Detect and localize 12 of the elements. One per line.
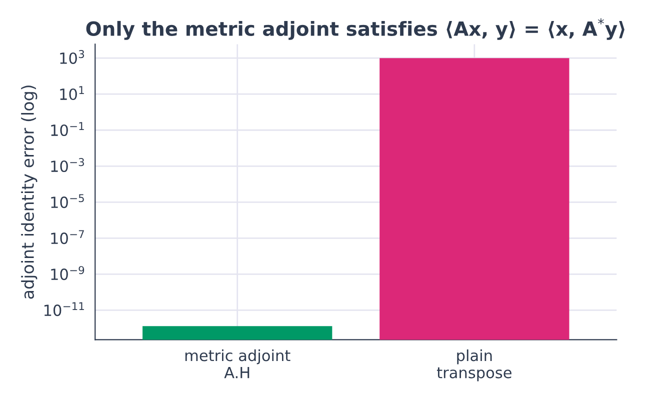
chart-title: Only the metric adjoint satisfies ⟨Ax, y⟩ = ⟨x, A$^{*}$y⟩	[86, 18, 624, 40]
y-tick-label: 10$^{−11}$	[44, 302, 84, 316]
y-tick-label: 10$^{−7}$	[51, 230, 84, 244]
y-tick-label: 10$^{−1}$	[51, 122, 84, 136]
y-tick-label: 10$^{−9}$	[51, 266, 84, 280]
x-tick-label: plain transpose	[436, 349, 512, 382]
y-axis-title: adjoint identity error (log)	[21, 86, 38, 299]
y-tick-label: 10$^{−3}$	[51, 158, 84, 172]
y-tick-label: 10$^{1}$	[60, 86, 84, 100]
y-tick-label: 10$^{3}$	[60, 50, 84, 64]
y-tick-label: 10$^{−5}$	[51, 194, 84, 208]
x-tick-label: metric adjoint A.H	[185, 349, 290, 378]
